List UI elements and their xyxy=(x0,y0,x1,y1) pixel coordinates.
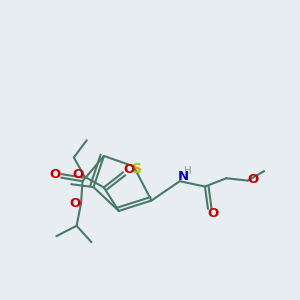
Text: O: O xyxy=(123,163,135,176)
Text: O: O xyxy=(69,197,80,210)
Text: O: O xyxy=(247,173,258,186)
Text: O: O xyxy=(72,168,84,181)
Text: H: H xyxy=(184,166,191,176)
Text: O: O xyxy=(49,168,60,181)
Text: S: S xyxy=(132,162,142,176)
Text: N: N xyxy=(178,170,189,183)
Text: O: O xyxy=(208,207,219,220)
